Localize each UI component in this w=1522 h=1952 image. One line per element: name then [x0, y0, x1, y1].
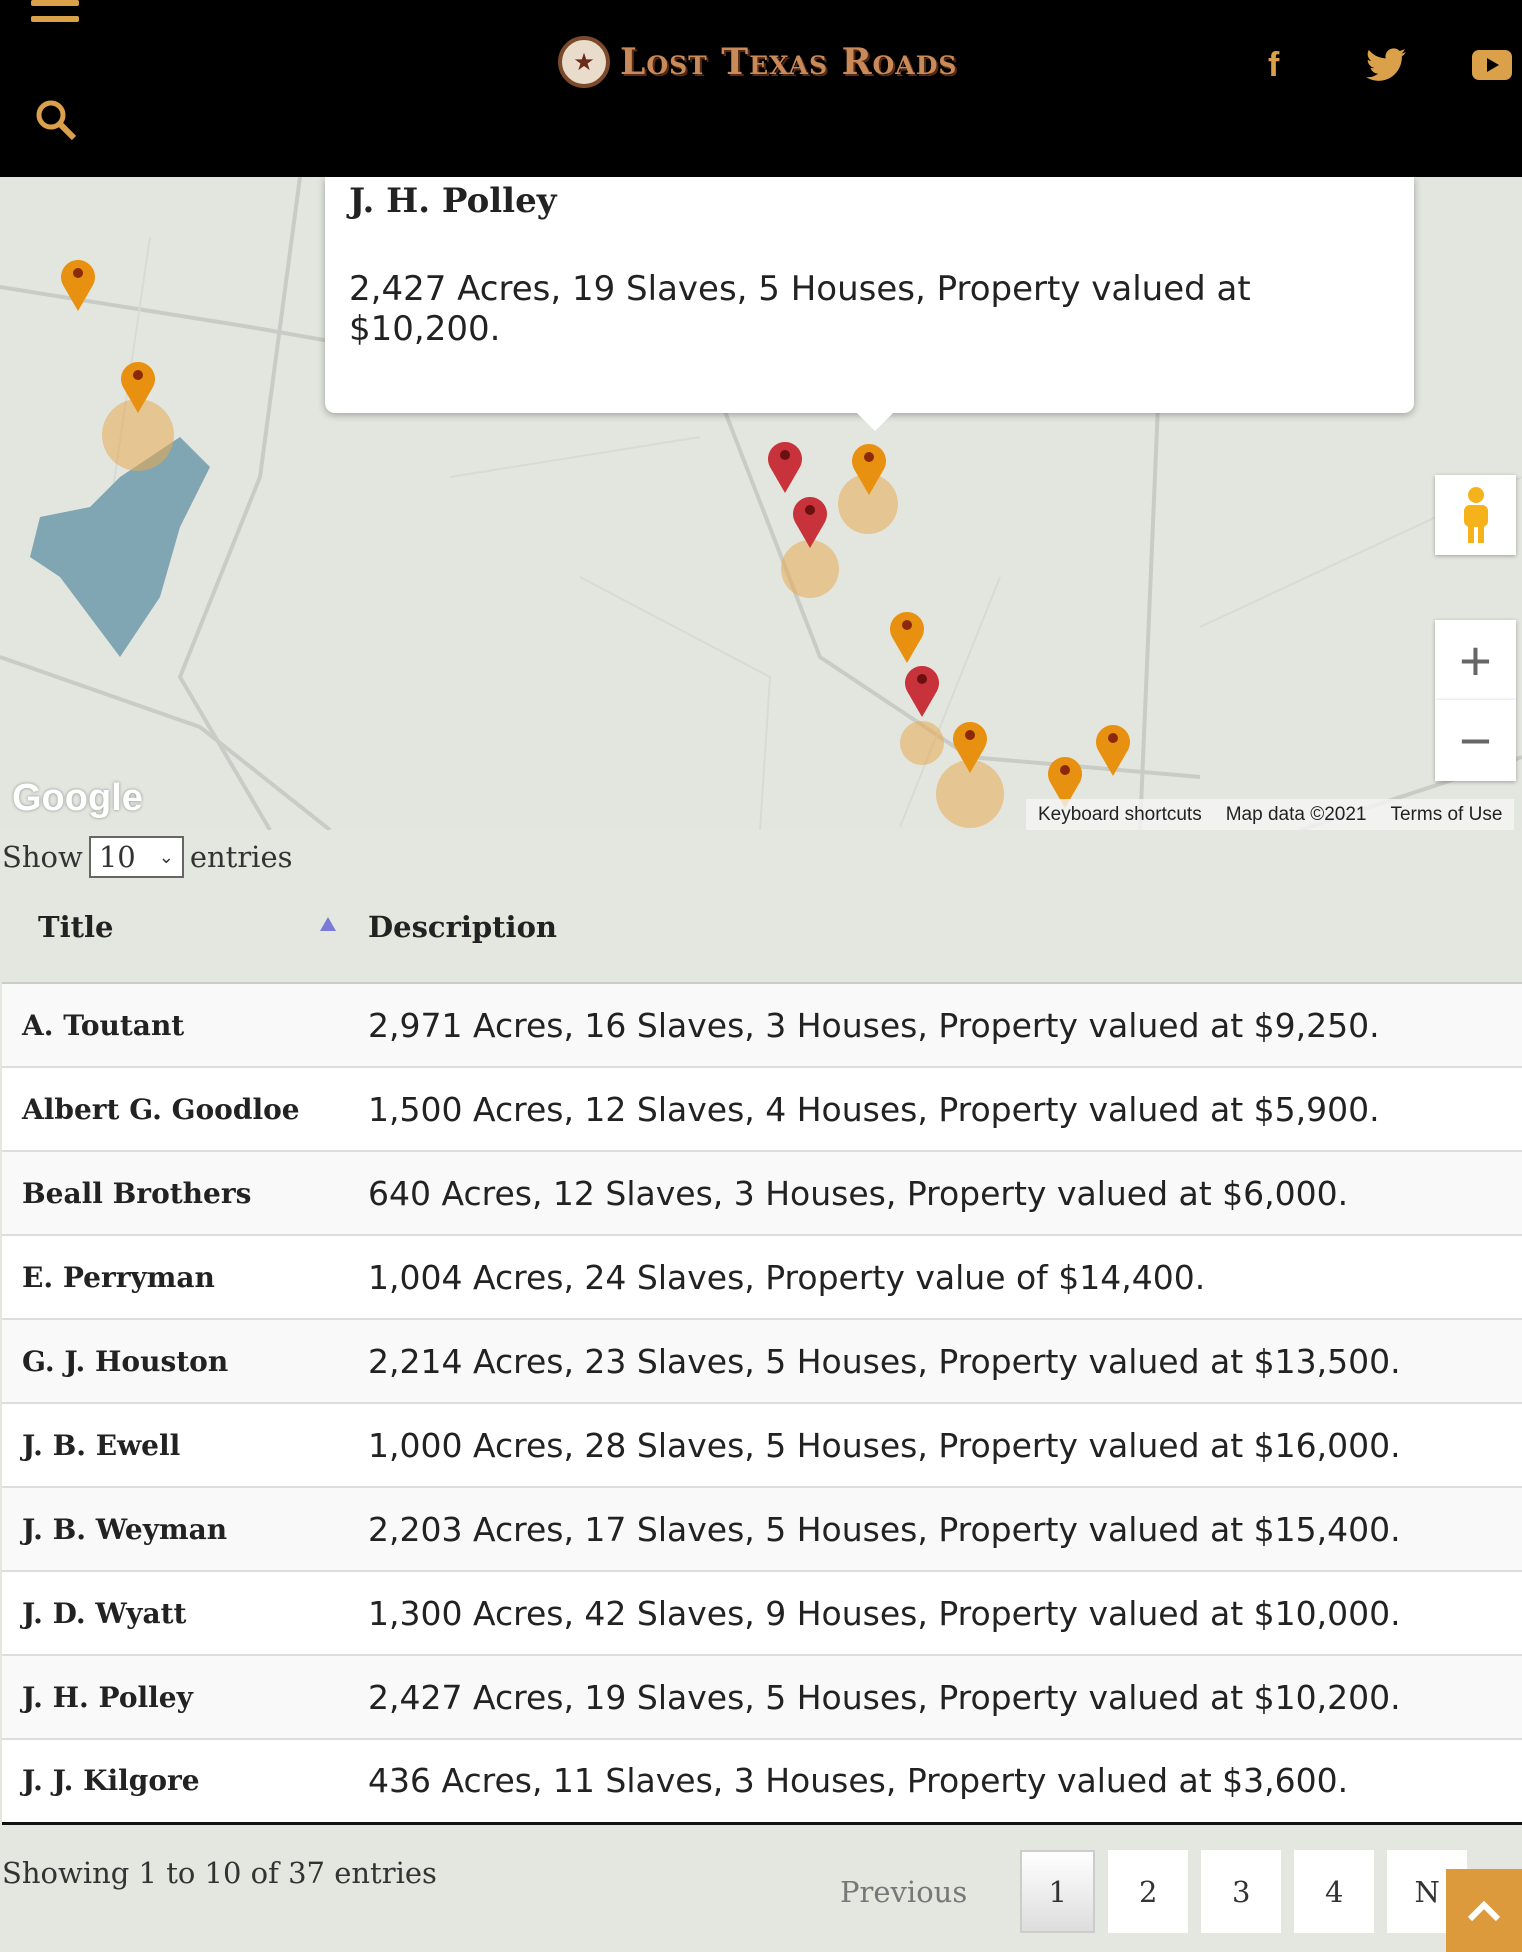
map-attribution: Keyboard shortcuts Map data ©2021 Terms …: [1026, 799, 1515, 830]
map-marker-red[interactable]: [765, 437, 805, 493]
zoom-out-button[interactable]: −: [1435, 700, 1516, 781]
entries-label: entries: [189, 840, 293, 874]
row-description: 2,214 Acres, 23 Slaves, 5 Houses, Proper…: [368, 1319, 1522, 1404]
chevron-up-icon: [1467, 1900, 1501, 1921]
entries-select-value: 10: [98, 840, 136, 874]
sort-ascending-icon: [320, 917, 336, 931]
map-marker-orange[interactable]: [849, 439, 889, 495]
map-data-label: Map data ©2021: [1225, 803, 1367, 825]
map-marker-orange[interactable]: [1093, 720, 1133, 776]
map-marker-orange[interactable]: [58, 255, 98, 311]
table-row: J. H. Polley 2,427 Acres, 19 Slaves, 5 Ho…: [2, 1655, 1522, 1740]
row-description: 1,500 Acres, 12 Slaves, 4 Houses, Proper…: [368, 1067, 1522, 1152]
header-label: Description: [368, 909, 557, 944]
table-row: Beall Brothers 640 Acres, 12 Slaves, 3 Ho…: [2, 1151, 1522, 1236]
site-logo[interactable]: ★ Lost Texas Roads: [558, 36, 957, 88]
table-info: Showing 1 to 10 of 37 entries: [2, 1856, 437, 1890]
row-description: 2,203 Acres, 17 Slaves, 5 Houses, Proper…: [368, 1487, 1522, 1572]
facebook-icon[interactable]: f: [1268, 46, 1280, 84]
map-marker-red[interactable]: [902, 661, 942, 717]
youtube-icon[interactable]: [1472, 50, 1512, 80]
table-row: J. D. Wyatt 1,300 Acres, 42 Slaves, 9 Hou…: [2, 1571, 1522, 1656]
map-marker-orange[interactable]: [1045, 752, 1085, 808]
page-button-2[interactable]: 2: [1108, 1850, 1189, 1933]
row-description: 640 Acres, 12 Slaves, 3 Houses, Property…: [368, 1151, 1522, 1236]
map-info-window: J. H. Polley 2,427 Acres, 19 Slaves, 5 H…: [325, 177, 1414, 431]
show-label: Show: [2, 840, 83, 874]
row-description: 1,300 Acres, 42 Slaves, 9 Houses, Proper…: [368, 1571, 1522, 1656]
row-title: J. B. Weyman: [2, 1487, 368, 1572]
page-button-4[interactable]: 4: [1294, 1850, 1375, 1933]
table-row: E. Perryman 1,004 Acres, 24 Slaves, Prope…: [2, 1235, 1522, 1320]
logo-text: Lost Texas Roads: [620, 41, 958, 83]
column-header-title[interactable]: Title: [2, 871, 368, 984]
search-icon[interactable]: [34, 98, 78, 142]
page-button-1[interactable]: 1: [1020, 1850, 1096, 1933]
table-row: J. B. Ewell 1,000 Acres, 28 Slaves, 5 Hou…: [2, 1403, 1522, 1488]
twitter-icon[interactable]: [1366, 48, 1406, 82]
menu-icon[interactable]: [31, 0, 79, 26]
row-title: Albert G. Goodloe: [2, 1067, 368, 1152]
table-row: Albert G. Goodloe 1,500 Acres, 12 Slaves,…: [2, 1067, 1522, 1152]
row-title: A. Toutant: [2, 983, 368, 1068]
google-logo: Google: [12, 777, 143, 819]
row-description: 436 Acres, 11 Slaves, 3 Houses, Property…: [368, 1739, 1522, 1825]
row-description: 2,427 Acres, 19 Slaves, 5 Houses, Proper…: [368, 1655, 1522, 1740]
table-row: J. J. Kilgore 436 Acres, 11 Slaves, 3 Hou…: [2, 1739, 1522, 1825]
table-row: J. B. Weyman 2,203 Acres, 17 Slaves, 5 Ho…: [2, 1487, 1522, 1572]
row-description: 1,004 Acres, 24 Slaves, Property value o…: [368, 1235, 1522, 1320]
site-header: ★ Lost Texas Roads f: [0, 0, 1522, 177]
row-title: E. Perryman: [2, 1235, 368, 1320]
row-description: 2,971 Acres, 16 Slaves, 3 Houses, Proper…: [368, 983, 1522, 1068]
chevron-down-icon: ⌄: [158, 846, 174, 868]
plantations-table: Title Description A. Toutant 2,971 Acres,…: [2, 871, 1522, 1825]
pagination: Previous 1 2 3 4 N: [840, 1850, 1468, 1933]
info-window-title: J. H. Polley: [349, 181, 557, 221]
row-title: G. J. Houston: [2, 1319, 368, 1404]
scroll-to-top-button[interactable]: [1446, 1869, 1522, 1952]
zoom-in-button[interactable]: +: [1435, 620, 1516, 700]
row-description: 1,000 Acres, 28 Slaves, 5 Houses, Proper…: [368, 1403, 1522, 1488]
keyboard-shortcuts-link[interactable]: Keyboard shortcuts: [1038, 803, 1202, 825]
map-marker-orange[interactable]: [118, 357, 158, 413]
seal-icon: ★: [558, 36, 610, 88]
table-row: A. Toutant 2,971 Acres, 16 Slaves, 3 Hous…: [2, 983, 1522, 1068]
info-window-description: 2,427 Acres, 19 Slaves, 5 Houses, Proper…: [349, 269, 1251, 349]
map-marker-orange[interactable]: [950, 717, 990, 773]
terms-of-use-link[interactable]: Terms of Use: [1390, 803, 1503, 825]
previous-page-button[interactable]: Previous: [840, 1874, 968, 1909]
row-title: Beall Brothers: [2, 1151, 368, 1236]
table-row: G. J. Houston 2,214 Acres, 23 Slaves, 5 H…: [2, 1319, 1522, 1404]
row-title: J. H. Polley: [2, 1655, 368, 1740]
page-button-3[interactable]: 3: [1201, 1850, 1282, 1933]
row-title: J. D. Wyatt: [2, 1571, 368, 1656]
street-view-pegman-icon[interactable]: [1435, 475, 1516, 555]
map-marker-red[interactable]: [790, 492, 830, 548]
row-title: J. B. Ewell: [2, 1403, 368, 1488]
column-header-description[interactable]: Description: [368, 871, 1522, 984]
map-marker-orange[interactable]: [887, 607, 927, 663]
row-title: J. J. Kilgore: [2, 1739, 368, 1825]
header-label: Title: [38, 909, 114, 944]
